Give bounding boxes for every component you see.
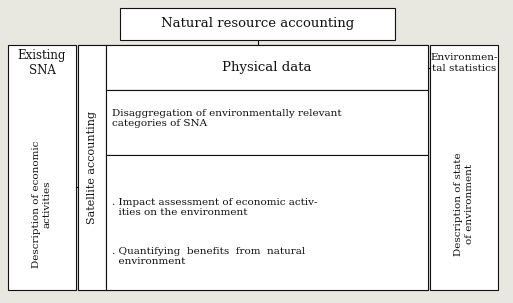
Text: . Impact assessment of economic activ-: . Impact assessment of economic activ-: [112, 198, 318, 207]
Bar: [78, 45, 428, 290]
Text: Disaggregation of environmentally relevant
categories of SNA: Disaggregation of environmentally releva…: [112, 109, 342, 128]
Text: Description of economic
activities: Description of economic activities: [32, 141, 52, 268]
Text: Physical data: Physical data: [222, 61, 312, 74]
Text: Natural resource accounting: Natural resource accounting: [161, 18, 354, 31]
Text: . Quantifying  benefits  from  natural: . Quantifying benefits from natural: [112, 247, 305, 256]
Bar: [78, 45, 106, 290]
Text: Environmen-
tal statistics: Environmen- tal statistics: [430, 53, 498, 73]
Text: Satellite accounting: Satellite accounting: [87, 111, 97, 224]
Text: Existing
SNA: Existing SNA: [18, 49, 66, 77]
Text: environment: environment: [112, 257, 185, 266]
Text: ities on the environment: ities on the environment: [112, 208, 247, 217]
Bar: [106, 90, 428, 155]
Bar: [8, 45, 76, 290]
Bar: [430, 45, 498, 290]
Text: Description of state
of environment: Description of state of environment: [455, 152, 473, 256]
Bar: [106, 45, 428, 90]
Bar: [106, 155, 428, 290]
Bar: [120, 8, 395, 40]
